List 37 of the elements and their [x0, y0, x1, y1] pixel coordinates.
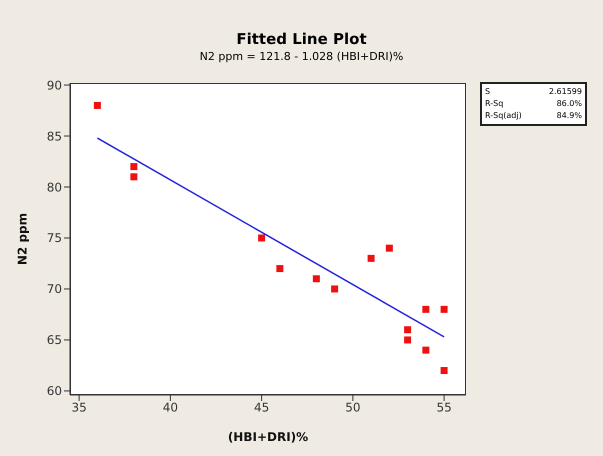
text: R-Sq(adj): [485, 110, 522, 122]
y-tick-label: 70: [46, 282, 62, 296]
x-tick-label: 45: [254, 400, 270, 415]
y-tick-label: 65: [46, 333, 62, 348]
point: [422, 346, 430, 354]
point: [404, 326, 412, 334]
y-tick-label: 80: [46, 180, 62, 194]
point: [440, 367, 448, 374]
y-tick-label: 75: [46, 231, 62, 246]
chart-subtitle: N2 ppm = 121.8 - 1.028 (HBI+DRI)%: [198, 50, 404, 63]
text: R-Sq: [485, 98, 504, 110]
point: [276, 265, 284, 272]
x-tick-label: 55: [436, 400, 452, 415]
y-axis-title: N2 ppm: [15, 212, 30, 266]
x-tick-label: 35: [71, 400, 87, 415]
text: 86.0%: [556, 98, 582, 110]
point: [404, 336, 412, 344]
text: 2.61599: [548, 86, 582, 98]
x-tick-label: 50: [345, 400, 360, 415]
point: [440, 306, 448, 313]
chart-title: Fitted Line Plot: [235, 30, 368, 48]
y-tick-label: 85: [46, 129, 62, 144]
point: [368, 254, 375, 262]
point: [130, 173, 138, 180]
point: [331, 285, 338, 292]
point: [130, 163, 138, 170]
point: [386, 244, 393, 252]
y-tick-label: 60: [46, 384, 62, 398]
text: 84.9%: [556, 110, 582, 122]
x-axis-title: (HBI+DRI)%: [228, 430, 308, 444]
text: S: [485, 86, 490, 98]
point: [312, 275, 320, 282]
point: [422, 306, 430, 313]
point: [258, 234, 266, 242]
x-tick-label: 40: [162, 400, 178, 415]
point: [94, 102, 101, 109]
y-tick-label: 90: [46, 78, 62, 92]
